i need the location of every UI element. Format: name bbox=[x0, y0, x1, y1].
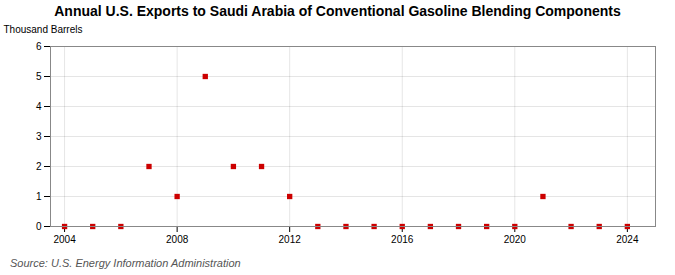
svg-text:2012: 2012 bbox=[279, 234, 302, 245]
svg-text:3: 3 bbox=[36, 131, 42, 142]
svg-text:2024: 2024 bbox=[616, 234, 639, 245]
svg-text:6: 6 bbox=[36, 41, 42, 52]
svg-text:2008: 2008 bbox=[166, 234, 189, 245]
html-text:Annual U.S. Exports to Saudi A: Annual U.S. Exports to Saudi Arabia of C… bbox=[54, 3, 621, 19]
svg-text:5: 5 bbox=[36, 71, 42, 82]
svg-text:2004: 2004 bbox=[53, 234, 76, 245]
svg-text:Thousand Barrels: Thousand Barrels bbox=[4, 24, 83, 35]
svg-text:2016: 2016 bbox=[391, 234, 414, 245]
svg-text:4: 4 bbox=[36, 101, 42, 112]
html-text:Source: U.S. Energy Informatio: Source: U.S. Energy Information Administ… bbox=[10, 257, 241, 269]
svg-text:2: 2 bbox=[36, 161, 42, 172]
svg-text:1: 1 bbox=[36, 191, 42, 202]
svg-text:2020: 2020 bbox=[504, 234, 527, 245]
svg-text:0: 0 bbox=[36, 221, 42, 232]
